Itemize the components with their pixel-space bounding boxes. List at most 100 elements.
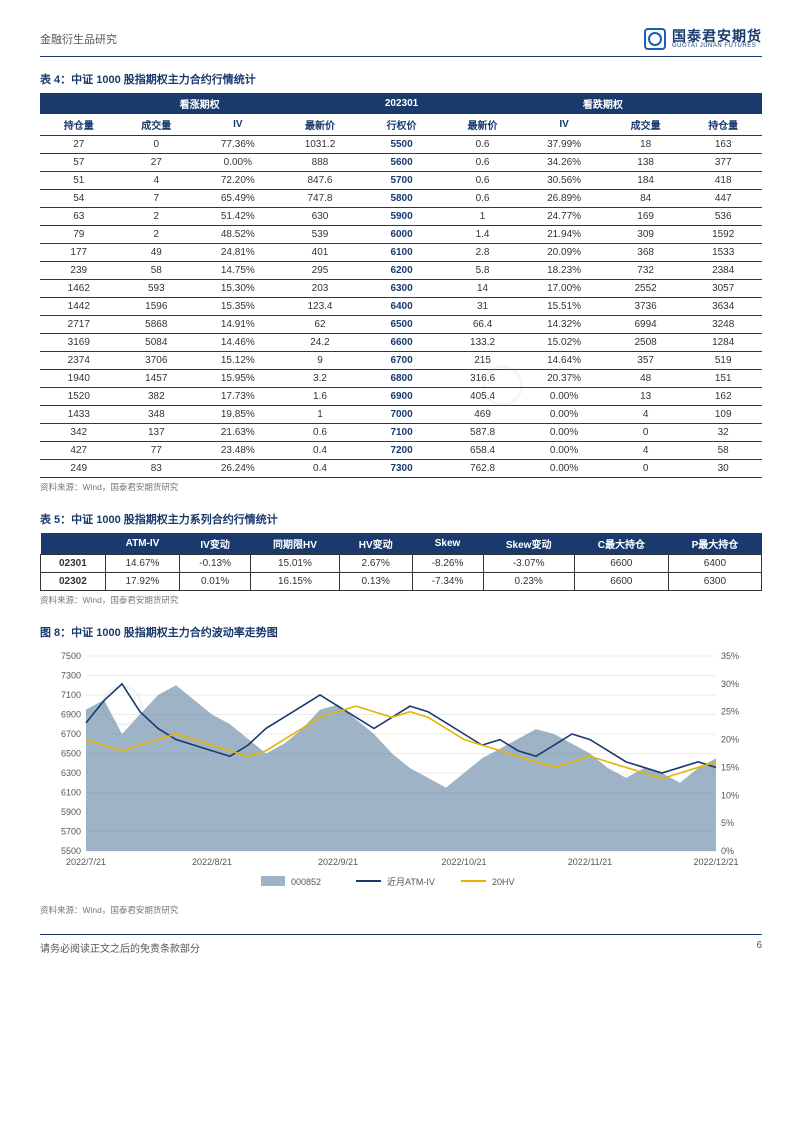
cell: 0.6 bbox=[444, 154, 522, 172]
th-col: Skew变动 bbox=[483, 533, 574, 555]
cell: 137 bbox=[118, 424, 196, 442]
table-row: 3169508414.46%24.26600133.215.02%2508128… bbox=[40, 334, 762, 352]
th-col: IV bbox=[195, 114, 281, 136]
cell: 1.6 bbox=[281, 388, 360, 406]
cell: 14.64% bbox=[521, 352, 607, 370]
cell: 7300 bbox=[359, 460, 443, 478]
cell: 02301 bbox=[41, 555, 106, 573]
table-row: 79248.52%53960001.421.94%3091592 bbox=[40, 226, 762, 244]
svg-text:6900: 6900 bbox=[61, 710, 81, 720]
svg-text:5700: 5700 bbox=[61, 827, 81, 837]
cell: 3.2 bbox=[281, 370, 360, 388]
cell: 14 bbox=[444, 280, 522, 298]
cell: 658.4 bbox=[444, 442, 522, 460]
cell: 30 bbox=[684, 460, 762, 478]
cell: 6600 bbox=[574, 573, 668, 591]
cell: 6300 bbox=[359, 280, 443, 298]
table-row: 27077.36%1031.255000.637.99%18163 bbox=[40, 136, 762, 154]
cell: 15.35% bbox=[195, 298, 281, 316]
cell: 79 bbox=[40, 226, 118, 244]
svg-text:35%: 35% bbox=[721, 651, 739, 661]
cell: 0.23% bbox=[483, 573, 574, 591]
cell: 0.13% bbox=[339, 573, 412, 591]
svg-text:10%: 10% bbox=[721, 790, 739, 800]
cell: 1533 bbox=[684, 244, 762, 262]
cell: 32 bbox=[684, 424, 762, 442]
th-col: 同期限HV bbox=[251, 533, 340, 555]
cell: 0 bbox=[607, 424, 685, 442]
cell: 630 bbox=[281, 208, 360, 226]
cell: 405.4 bbox=[444, 388, 522, 406]
cell: 382 bbox=[118, 388, 196, 406]
cell: 762.8 bbox=[444, 460, 522, 478]
cell: 57 bbox=[40, 154, 118, 172]
table-row: 54765.49%747.858000.626.89%84447 bbox=[40, 190, 762, 208]
cell: 2552 bbox=[607, 280, 685, 298]
cell: 1940 bbox=[40, 370, 118, 388]
cell: 77.36% bbox=[195, 136, 281, 154]
cell: 3057 bbox=[684, 280, 762, 298]
chart8-source: 资料来源：Wind，国泰君安期货研究 bbox=[40, 904, 762, 916]
cell: 5700 bbox=[359, 172, 443, 190]
cell: 66.4 bbox=[444, 316, 522, 334]
cell: 15.01% bbox=[251, 555, 340, 573]
cell: 4 bbox=[118, 172, 196, 190]
cell: 2.67% bbox=[339, 555, 412, 573]
cell: 7200 bbox=[359, 442, 443, 460]
cell: 539 bbox=[281, 226, 360, 244]
cell: 2.8 bbox=[444, 244, 522, 262]
cell: 21.63% bbox=[195, 424, 281, 442]
cell: 309 bbox=[607, 226, 685, 244]
cell: 342 bbox=[40, 424, 118, 442]
table-row: 57270.00%88856000.634.26%138377 bbox=[40, 154, 762, 172]
svg-text:6100: 6100 bbox=[61, 788, 81, 798]
cell: 15.12% bbox=[195, 352, 281, 370]
cell: 77 bbox=[118, 442, 196, 460]
th-col: 持仓量 bbox=[40, 114, 118, 136]
cell: 177 bbox=[40, 244, 118, 262]
svg-text:25%: 25% bbox=[721, 707, 739, 717]
th-col: 最新价 bbox=[281, 114, 360, 136]
table-row: 2395814.75%29562005.818.23%7322384 bbox=[40, 262, 762, 280]
cell: 0.00% bbox=[521, 424, 607, 442]
cell: 5.8 bbox=[444, 262, 522, 280]
cell: 7000 bbox=[359, 406, 443, 424]
footer-disclaimer: 请务必阅读正文之后的免责条款部分 bbox=[40, 940, 200, 955]
cell: 6100 bbox=[359, 244, 443, 262]
cell: 133.2 bbox=[444, 334, 522, 352]
cell: 17.73% bbox=[195, 388, 281, 406]
cell: 1031.2 bbox=[281, 136, 360, 154]
cell: 732 bbox=[607, 262, 685, 280]
cell: 1442 bbox=[40, 298, 118, 316]
cell: 14.46% bbox=[195, 334, 281, 352]
table-row: 1442159615.35%123.464003115.51%37363634 bbox=[40, 298, 762, 316]
cell: -8.26% bbox=[412, 555, 483, 573]
cell: 14.91% bbox=[195, 316, 281, 334]
chart8-svg: 5500570059006100630065006700690071007300… bbox=[40, 646, 762, 896]
svg-text:2022/7/21: 2022/7/21 bbox=[66, 857, 106, 867]
cell: 295 bbox=[281, 262, 360, 280]
cell: 1462 bbox=[40, 280, 118, 298]
table5-source: 资料来源：Wind，国泰君安期货研究 bbox=[40, 594, 762, 606]
cell: 6500 bbox=[359, 316, 443, 334]
cell: 15.30% bbox=[195, 280, 281, 298]
th-col: IV bbox=[521, 114, 607, 136]
cell: 24.77% bbox=[521, 208, 607, 226]
cell: 151 bbox=[684, 370, 762, 388]
table-row: 51472.20%847.657000.630.56%184418 bbox=[40, 172, 762, 190]
svg-text:15%: 15% bbox=[721, 762, 739, 772]
table-row: 63251.42%6305900124.77%169536 bbox=[40, 208, 762, 226]
table-row: 0230114.67%-0.13%15.01%2.67%-8.26%-3.07%… bbox=[41, 555, 762, 573]
th-mid: 202301 bbox=[359, 93, 443, 114]
cell: 357 bbox=[607, 352, 685, 370]
th-col: 成交量 bbox=[607, 114, 685, 136]
cell: 0 bbox=[607, 460, 685, 478]
cell: 58 bbox=[118, 262, 196, 280]
cell: 138 bbox=[607, 154, 685, 172]
cell: 1520 bbox=[40, 388, 118, 406]
cell: 30.56% bbox=[521, 172, 607, 190]
cell: 401 bbox=[281, 244, 360, 262]
table5-title: 表 5：中证 1000 股指期权主力系列合约行情统计 bbox=[40, 511, 762, 527]
th-col: HV变动 bbox=[339, 533, 412, 555]
cell: 14.75% bbox=[195, 262, 281, 280]
